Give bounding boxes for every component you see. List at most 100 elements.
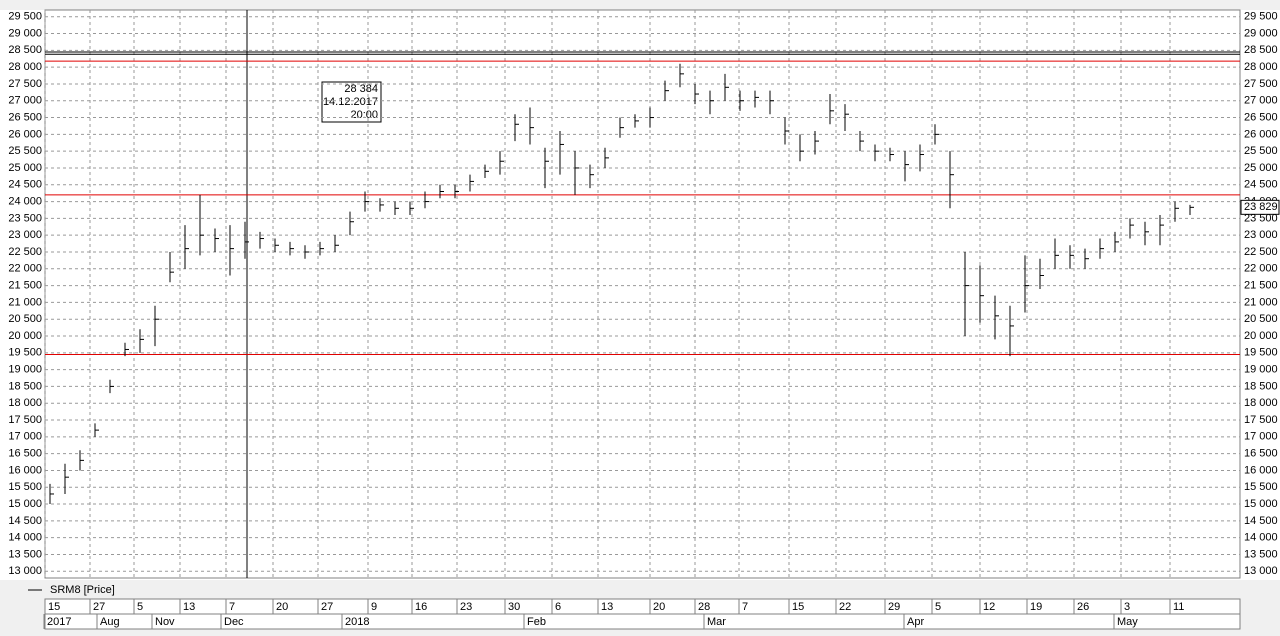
y-tick-label-left: 27 000 — [8, 95, 42, 107]
y-tick-label-left: 24 500 — [8, 179, 42, 191]
y-tick-label-left: 18 000 — [8, 397, 42, 409]
y-tick-label-right: 16 500 — [1244, 448, 1278, 460]
y-tick-label-left: 17 000 — [8, 431, 42, 443]
day-label: 15 — [48, 601, 60, 613]
month-label: 2018 — [345, 616, 369, 628]
y-tick-label-left: 14 500 — [8, 515, 42, 527]
y-tick-label-left: 24 000 — [8, 195, 42, 207]
day-label: 12 — [983, 601, 995, 613]
y-tick-label-left: 22 000 — [8, 263, 42, 275]
y-tick-label-right: 25 500 — [1244, 145, 1278, 157]
y-tick-label-left: 17 500 — [8, 414, 42, 426]
y-tick-label-left: 16 500 — [8, 448, 42, 460]
y-tick-label-right: 23 000 — [1244, 229, 1278, 241]
y-tick-label-right: 16 000 — [1244, 464, 1278, 476]
month-label: 2017 — [47, 616, 71, 628]
y-tick-label-right: 18 000 — [1244, 397, 1278, 409]
y-tick-label-left: 19 500 — [8, 347, 42, 359]
day-label: 6 — [555, 601, 561, 613]
day-label: 19 — [1030, 601, 1042, 613]
y-tick-label-right: 27 000 — [1244, 95, 1278, 107]
y-tick-label-left: 20 500 — [8, 313, 42, 325]
day-label: 16 — [415, 601, 427, 613]
y-tick-label-right: 13 000 — [1244, 565, 1278, 577]
tooltip-price: 28 384 — [344, 83, 378, 95]
y-tick-label-right: 14 000 — [1244, 532, 1278, 544]
day-label: 27 — [321, 601, 333, 613]
y-tick-label-right: 17 000 — [1244, 431, 1278, 443]
month-axis — [44, 613, 1241, 630]
day-label: 5 — [935, 601, 941, 613]
last-price-box — [1240, 199, 1280, 215]
y-tick-label-right: 14 500 — [1244, 515, 1278, 527]
y-tick-label-left: 13 500 — [8, 548, 42, 560]
y-tick-label-right: 21 500 — [1244, 280, 1278, 292]
y-tick-label-left: 19 000 — [8, 364, 42, 376]
day-axis — [44, 598, 1241, 615]
day-label: 13 — [183, 601, 195, 613]
last-price-label: 23 829 — [1244, 201, 1278, 213]
month-label: May — [1117, 616, 1138, 628]
y-tick-label-right: 28 500 — [1244, 44, 1278, 56]
day-label: 20 — [276, 601, 288, 613]
day-label: 28 — [698, 601, 710, 613]
plot-panel — [0, 10, 1280, 580]
y-tick-label-left: 28 000 — [8, 61, 42, 73]
y-tick-label-right: 15 500 — [1244, 481, 1278, 493]
y-tick-label-right: 20 500 — [1244, 313, 1278, 325]
y-tick-label-left: 28 500 — [8, 44, 42, 56]
y-tick-label-right: 20 000 — [1244, 330, 1278, 342]
day-label: 30 — [508, 601, 520, 613]
y-tick-label-right: 22 000 — [1244, 263, 1278, 275]
crosshair-tooltip — [321, 81, 382, 123]
y-tick-label-right: 21 000 — [1244, 296, 1278, 308]
day-label: 26 — [1077, 601, 1089, 613]
y-tick-label-right: 28 000 — [1244, 61, 1278, 73]
month-label: Aug — [100, 616, 120, 628]
y-tick-label-left: 14 000 — [8, 532, 42, 544]
day-label: 7 — [742, 601, 748, 613]
day-label: 15 — [792, 601, 804, 613]
y-tick-label-left: 22 500 — [8, 246, 42, 258]
y-tick-label-left: 13 000 — [8, 565, 42, 577]
tooltip-time: 20:00 — [350, 109, 378, 121]
y-tick-label-right: 26 000 — [1244, 128, 1278, 140]
y-tick-label-right: 26 500 — [1244, 111, 1278, 123]
y-tick-label-left: 23 000 — [8, 229, 42, 241]
y-tick-label-left: 26 000 — [8, 128, 42, 140]
month-label: Dec — [224, 616, 244, 628]
y-tick-label-left: 15 500 — [8, 481, 42, 493]
toolbar[interactable] — [0, 0, 1280, 10]
day-label: 13 — [601, 601, 613, 613]
y-tick-label-left: 16 000 — [8, 464, 42, 476]
legend-label: SRM8 [Price] — [50, 584, 115, 596]
day-label: 27 — [93, 601, 105, 613]
y-tick-label-left: 15 000 — [8, 498, 42, 510]
day-label: 3 — [1124, 601, 1130, 613]
y-tick-label-right: 23 500 — [1244, 212, 1278, 224]
day-label: 20 — [653, 601, 665, 613]
y-tick-label-right: 19 000 — [1244, 364, 1278, 376]
month-label: Mar — [707, 616, 726, 628]
y-tick-label-left: 29 000 — [8, 27, 42, 39]
day-label: 22 — [839, 601, 851, 613]
y-tick-label-left: 20 000 — [8, 330, 42, 342]
y-tick-label-left: 27 500 — [8, 78, 42, 90]
day-label: 5 — [137, 601, 143, 613]
y-tick-label-left: 23 500 — [8, 212, 42, 224]
y-tick-label-right: 27 500 — [1244, 78, 1278, 90]
day-label: 23 — [460, 601, 472, 613]
y-tick-label-left: 18 500 — [8, 380, 42, 392]
day-label: 9 — [371, 601, 377, 613]
month-label: Nov — [155, 616, 175, 628]
y-tick-label-right: 15 000 — [1244, 498, 1278, 510]
y-tick-label-left: 26 500 — [8, 111, 42, 123]
y-tick-label-left: 29 500 — [8, 11, 42, 23]
y-tick-label-right: 17 500 — [1244, 414, 1278, 426]
y-tick-label-right: 18 500 — [1244, 380, 1278, 392]
day-label: 7 — [229, 601, 235, 613]
y-tick-label-left: 25 000 — [8, 162, 42, 174]
y-tick-label-right: 29 000 — [1244, 27, 1278, 39]
y-tick-label-right: 22 500 — [1244, 246, 1278, 258]
